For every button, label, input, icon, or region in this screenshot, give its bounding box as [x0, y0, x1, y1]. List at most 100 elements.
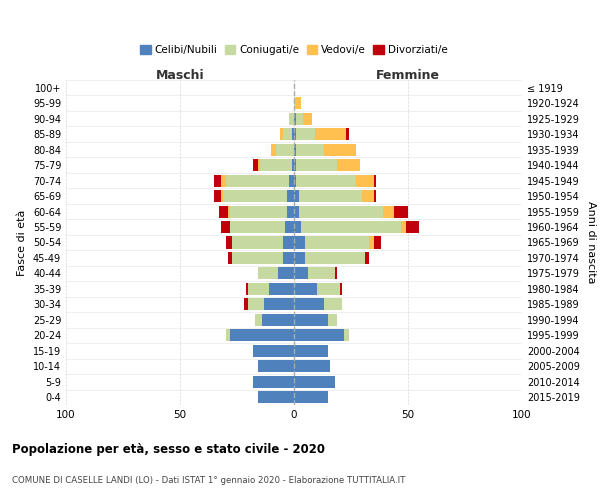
Bar [221, 221, 230, 233]
Bar [292, 159, 294, 171]
Bar [305, 252, 365, 264]
Bar [278, 268, 294, 280]
Bar [276, 144, 294, 156]
Bar [374, 236, 380, 248]
Bar [323, 144, 356, 156]
Bar [296, 97, 301, 110]
Bar [294, 298, 323, 310]
Bar [294, 391, 328, 404]
Bar [317, 283, 340, 295]
Bar [305, 236, 369, 248]
Bar [335, 268, 337, 280]
Text: Femmine: Femmine [376, 68, 440, 82]
Bar [248, 283, 269, 295]
Bar [262, 314, 294, 326]
Bar [294, 360, 331, 372]
Bar [230, 330, 294, 342]
Bar [219, 206, 228, 218]
Bar [314, 128, 346, 140]
Bar [289, 112, 294, 124]
Bar [294, 144, 296, 156]
Bar [406, 221, 419, 233]
Bar [346, 128, 349, 140]
Bar [230, 206, 287, 218]
Bar [221, 174, 226, 186]
Text: Maschi: Maschi [155, 68, 205, 82]
Bar [223, 190, 287, 202]
Bar [294, 376, 335, 388]
Bar [255, 314, 262, 326]
Bar [294, 128, 296, 140]
Bar [356, 174, 374, 186]
Y-axis label: Fasce di età: Fasce di età [17, 210, 27, 276]
Bar [253, 345, 294, 357]
Bar [253, 376, 294, 388]
Bar [244, 298, 248, 310]
Bar [369, 236, 374, 248]
Bar [294, 330, 344, 342]
Y-axis label: Anni di nascita: Anni di nascita [586, 201, 596, 284]
Bar [287, 190, 294, 202]
Bar [283, 252, 294, 264]
Bar [296, 128, 314, 140]
Bar [289, 174, 294, 186]
Bar [283, 128, 292, 140]
Bar [269, 283, 294, 295]
Bar [344, 330, 349, 342]
Bar [257, 268, 278, 280]
Bar [296, 174, 356, 186]
Bar [248, 298, 265, 310]
Bar [383, 206, 394, 218]
Bar [232, 236, 283, 248]
Bar [221, 190, 223, 202]
Bar [294, 174, 296, 186]
Bar [365, 252, 369, 264]
Bar [374, 174, 376, 186]
Bar [337, 159, 360, 171]
Bar [285, 221, 294, 233]
Bar [260, 159, 292, 171]
Bar [294, 236, 305, 248]
Bar [226, 236, 232, 248]
Bar [265, 298, 294, 310]
Bar [294, 283, 317, 295]
Bar [323, 298, 342, 310]
Bar [294, 190, 299, 202]
Bar [253, 159, 257, 171]
Bar [287, 206, 294, 218]
Bar [257, 360, 294, 372]
Bar [362, 190, 374, 202]
Bar [214, 174, 221, 186]
Bar [394, 206, 408, 218]
Bar [374, 190, 376, 202]
Bar [296, 144, 323, 156]
Bar [294, 345, 328, 357]
Bar [228, 252, 232, 264]
Bar [271, 144, 276, 156]
Bar [328, 314, 337, 326]
Bar [294, 221, 301, 233]
Bar [296, 159, 337, 171]
Bar [230, 221, 285, 233]
Bar [232, 252, 283, 264]
Bar [257, 391, 294, 404]
Text: COMUNE DI CASELLE LANDI (LO) - Dati ISTAT 1° gennaio 2020 - Elaborazione TUTTITA: COMUNE DI CASELLE LANDI (LO) - Dati ISTA… [12, 476, 406, 485]
Bar [296, 112, 303, 124]
Bar [257, 159, 260, 171]
Bar [294, 206, 299, 218]
Bar [294, 97, 296, 110]
Bar [283, 236, 294, 248]
Bar [246, 283, 248, 295]
Bar [340, 283, 342, 295]
Bar [226, 174, 289, 186]
Bar [280, 128, 283, 140]
Bar [214, 190, 221, 202]
Bar [226, 330, 230, 342]
Bar [299, 190, 362, 202]
Bar [308, 268, 335, 280]
Bar [303, 112, 312, 124]
Bar [294, 159, 296, 171]
Bar [228, 206, 230, 218]
Bar [294, 252, 305, 264]
Legend: Celibi/Nubili, Coniugati/e, Vedovi/e, Divorziati/e: Celibi/Nubili, Coniugati/e, Vedovi/e, Di… [138, 43, 450, 57]
